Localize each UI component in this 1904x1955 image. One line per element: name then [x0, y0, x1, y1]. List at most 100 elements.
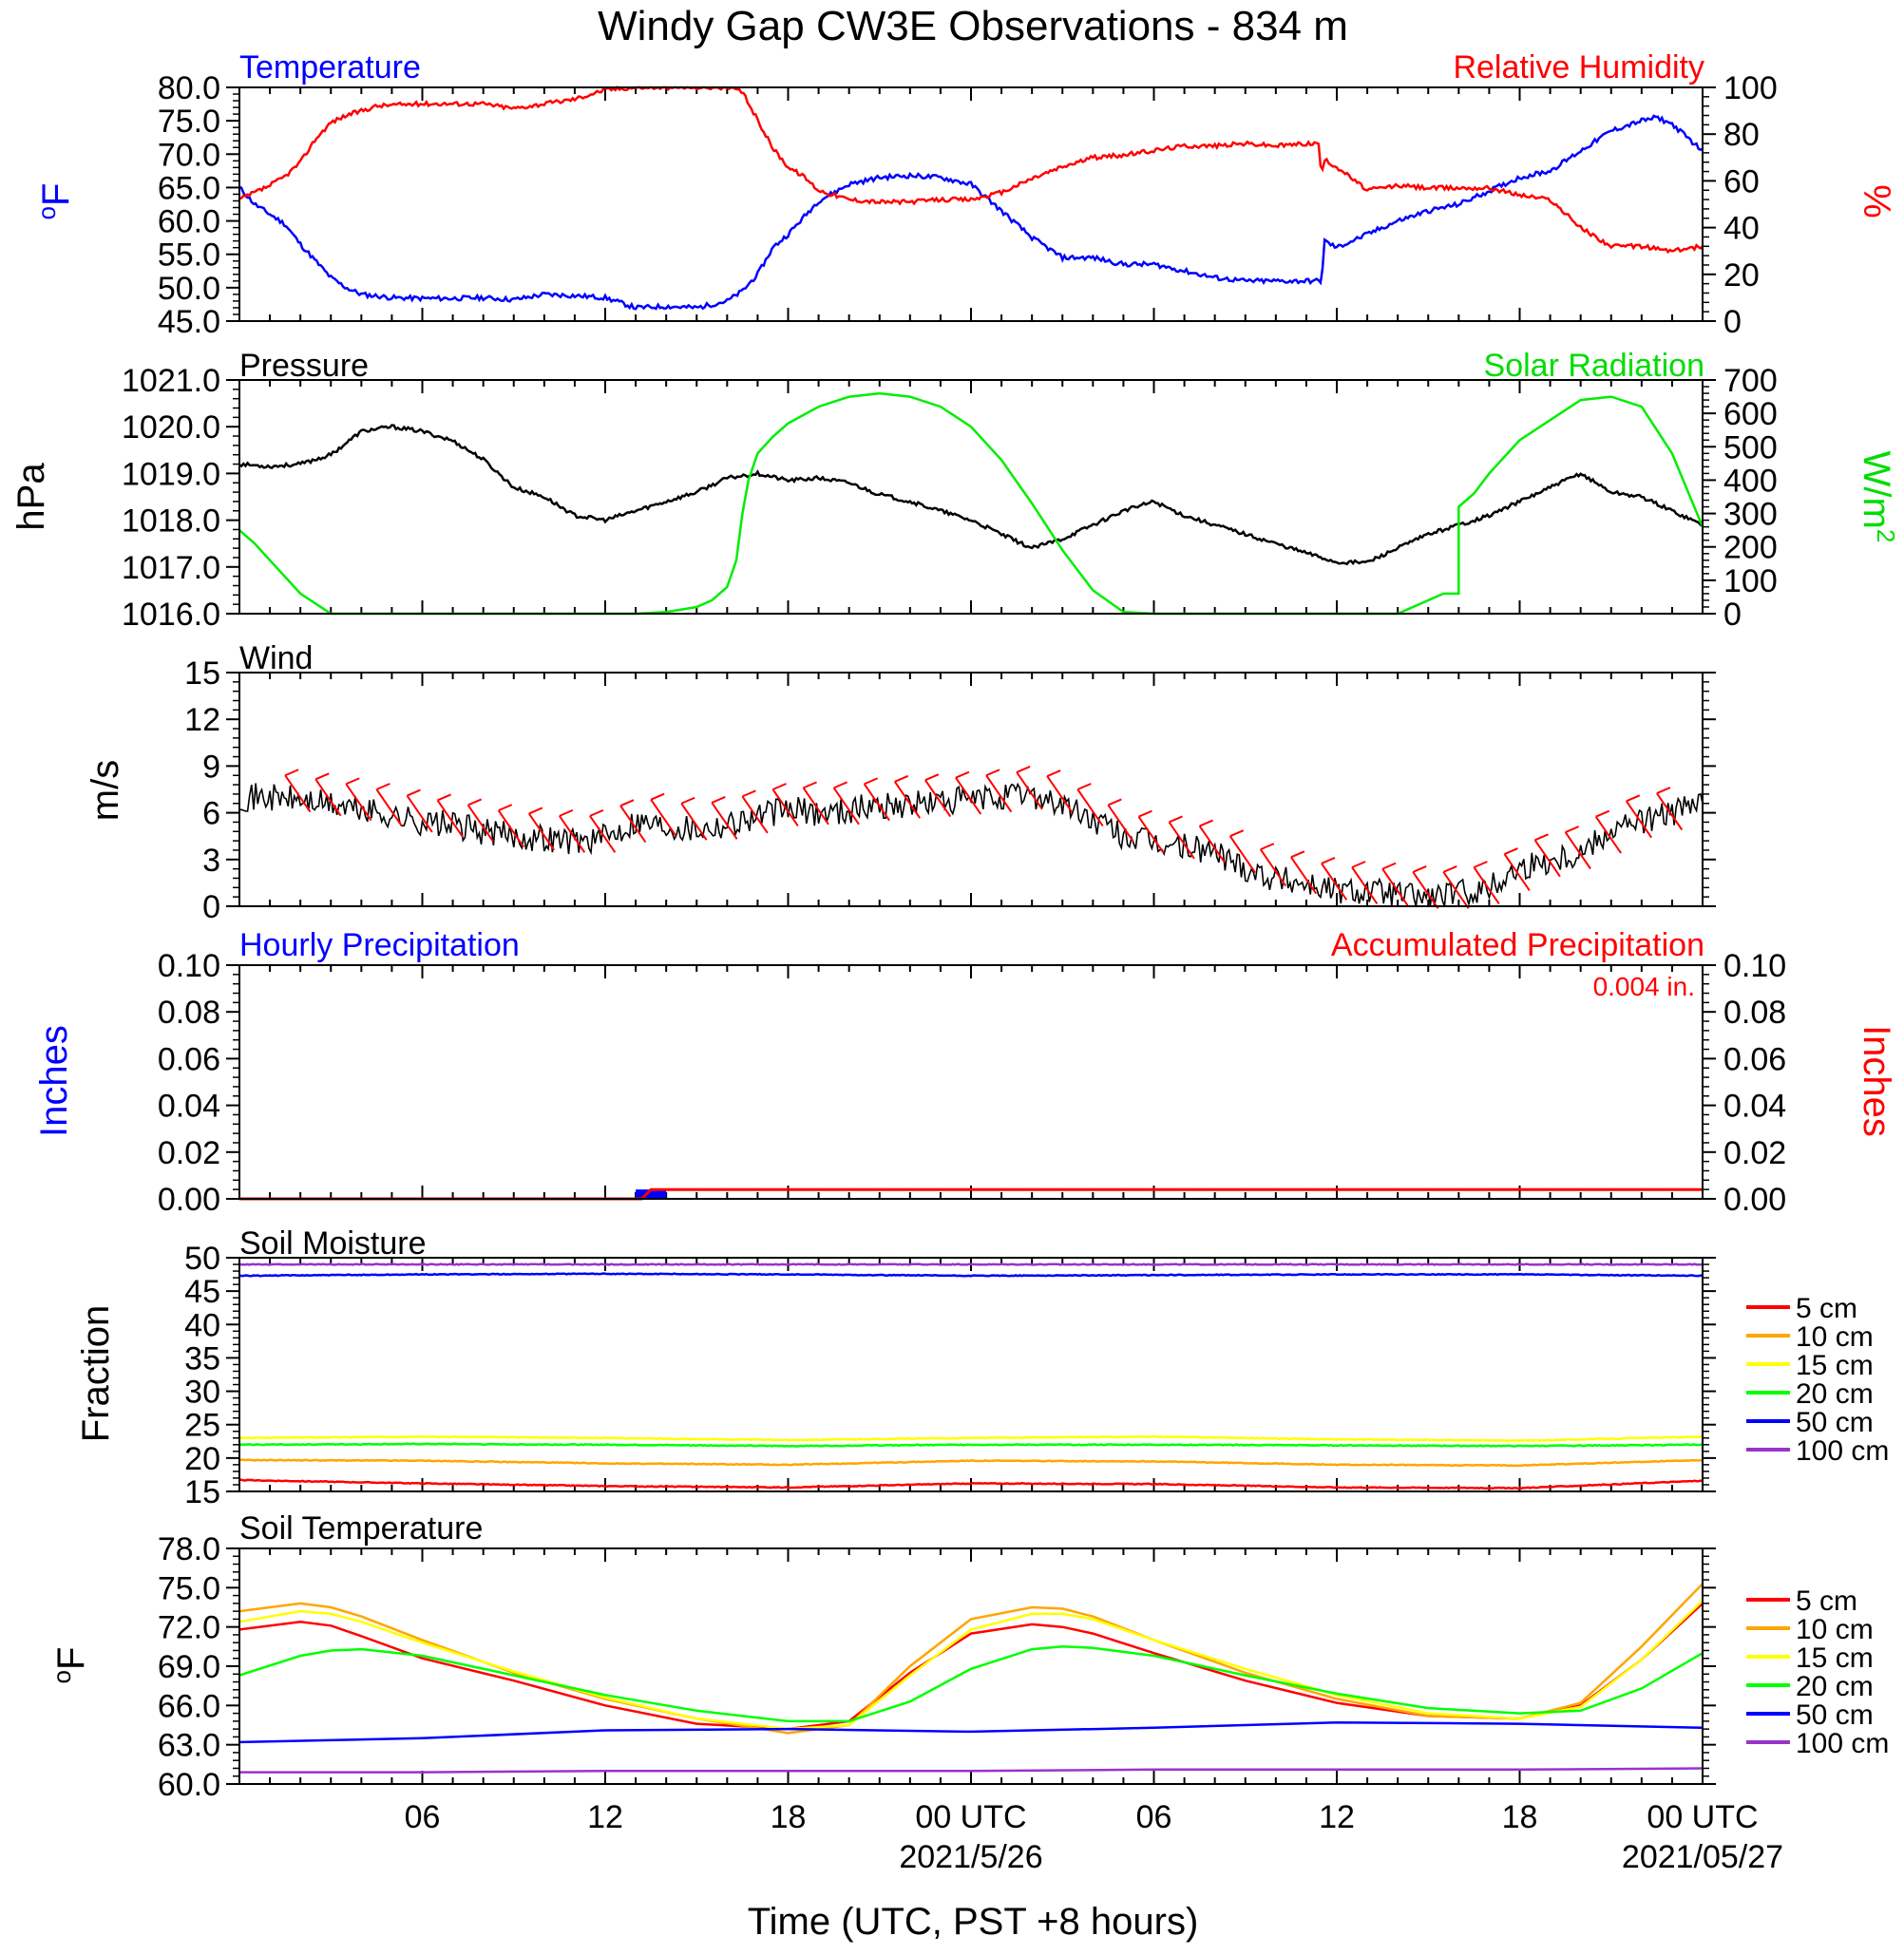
- panel-soil-temperature-frame: [238, 1547, 1704, 1785]
- soil-series-line: [239, 1458, 1704, 1468]
- legend-label: 10 cm: [1796, 1321, 1874, 1353]
- panel-wind-xticks: [269, 672, 1716, 907]
- x-tick-label: 18: [1502, 1799, 1538, 1835]
- legend-label: 5 cm: [1796, 1293, 1857, 1324]
- wind-barb-flag: [803, 781, 817, 789]
- wind-barb: [1412, 871, 1439, 909]
- soil-series-line: [238, 1262, 1704, 1266]
- wind-barb-flag: [1442, 865, 1457, 873]
- y2-tick-label: 0: [1723, 304, 1742, 340]
- hourly-precip-bar: [636, 1189, 667, 1199]
- solar-radiation-line: [238, 391, 1704, 616]
- soil-temperature-yticks: 60.063.0 66.069.072.0 75.078.0: [158, 1531, 239, 1803]
- panel-soil-moisture-frame: [238, 1257, 1704, 1492]
- wind-barb: [284, 774, 312, 813]
- wind-barb: [1076, 788, 1104, 826]
- chart-title: Windy Gap CW3E Observations - 834 m: [598, 3, 1348, 49]
- wind-barb: [711, 802, 738, 840]
- pressure-yticks: 1016.0 1017.0 1018.0 1019.0 1020.0 1021.0: [122, 363, 239, 633]
- wind-barb-flag: [650, 792, 665, 801]
- soil-series-line: [238, 1600, 1704, 1731]
- y2-tick-label: 0: [1723, 597, 1742, 633]
- wind-barb: [466, 804, 494, 843]
- legend-label: 15 cm: [1796, 1642, 1874, 1674]
- y-tick-label: 15: [184, 655, 220, 692]
- wind-barb: [1016, 771, 1043, 809]
- y2-tick-label: 0.06: [1723, 1041, 1786, 1077]
- panel-temperature-left-title: Temperature: [239, 49, 421, 85]
- legend-label: 5 cm: [1796, 1585, 1857, 1617]
- legend-label: 20 cm: [1796, 1671, 1874, 1702]
- wind-barb-flag: [407, 788, 421, 797]
- wind-barb-flag: [955, 770, 970, 779]
- wind-barb: [1594, 816, 1622, 854]
- wind-plot: [238, 766, 1704, 909]
- wind-barb-flag: [864, 777, 879, 786]
- wind-barb: [863, 783, 890, 822]
- wind-barb-flag: [1107, 798, 1122, 807]
- wind-barb-flag: [1290, 850, 1305, 859]
- legend-label: 50 cm: [1796, 1699, 1874, 1731]
- panel-precip-right-unit: Inches: [1856, 1025, 1897, 1137]
- pressure-line: [238, 424, 1704, 566]
- y2-tick-label: 0.10: [1723, 948, 1786, 984]
- y-tick-label: 12: [184, 702, 220, 738]
- panel-temperature-humidity: Temperature Relative Humidity oF % 45.05…: [32, 49, 1897, 340]
- pressure-solar-plot: [238, 391, 1704, 616]
- y2-tick-label: 80: [1723, 117, 1760, 153]
- y2-tick-label: 500: [1723, 429, 1778, 465]
- wind-barb: [741, 795, 769, 834]
- panel-soil-moisture-title: Soil Moisture: [239, 1225, 427, 1262]
- panel-wind-left-unit: m/s: [85, 760, 126, 821]
- wind-barb-flag: [1656, 787, 1671, 795]
- y-tick-label: 30: [184, 1375, 220, 1411]
- y-tick-label: 0: [202, 889, 220, 925]
- panel-soil-moisture-unit: Fraction: [75, 1305, 117, 1443]
- y-tick-label: 1016.0: [122, 597, 220, 633]
- wind-barb-flag: [1412, 865, 1427, 873]
- soil-series-line: [238, 1478, 1704, 1490]
- y2-tick-label: 40: [1723, 211, 1760, 247]
- y2-tick-label: 0.00: [1723, 1182, 1786, 1218]
- y-tick-label: 1021.0: [122, 363, 220, 399]
- y2-tick-label: 0.08: [1723, 995, 1786, 1031]
- x-tick-label: 06: [405, 1799, 441, 1835]
- panel-temperature-frame: [238, 86, 1704, 322]
- panel-pressure-xticks: [269, 380, 1673, 614]
- wind-barb-flag: [985, 769, 1000, 777]
- y2-tick-label: 100: [1723, 563, 1778, 599]
- wind-barb: [406, 794, 433, 833]
- y-tick-label: 3: [202, 843, 220, 879]
- soil-series-line: [238, 1645, 1704, 1723]
- y2-tick-label: 200: [1723, 530, 1778, 566]
- y-tick-label: 15: [184, 1474, 220, 1510]
- wind-barb: [650, 799, 677, 837]
- x-tick-label: 12: [587, 1799, 623, 1835]
- panel-pressure-right-title: Solar Radiation: [1484, 348, 1704, 384]
- wind-barb: [1442, 871, 1470, 909]
- y-tick-label: 35: [184, 1340, 220, 1376]
- wind-barb: [832, 787, 860, 826]
- legend-label: 100 cm: [1796, 1728, 1889, 1759]
- panel-pressure-frame: [238, 379, 1704, 615]
- wind-barb: [1046, 775, 1074, 814]
- y2-tick-label: 700: [1723, 363, 1778, 399]
- wind-barb-flag: [1473, 861, 1488, 868]
- panel-wind: Wind m/s 0 3 6 9 12 15: [85, 640, 1716, 925]
- wind-barb-flag: [1504, 847, 1518, 855]
- soil-series-line: [238, 1583, 1704, 1735]
- wind-barb: [924, 779, 952, 818]
- x-tick-label: 12: [1319, 1799, 1355, 1835]
- legend-label: 15 cm: [1796, 1350, 1874, 1381]
- y-tick-label: 75.0: [158, 1570, 220, 1606]
- panel-wind-left-title: Wind: [239, 640, 313, 676]
- wind-barb-flag: [375, 783, 390, 790]
- y-tick-label: 0.04: [158, 1089, 220, 1125]
- y-tick-label: 50: [184, 1241, 220, 1277]
- wind-barb: [1168, 821, 1195, 860]
- wind-barb: [1503, 853, 1531, 892]
- y-tick-label: 0.00: [158, 1182, 220, 1218]
- wind-barb-flag: [498, 804, 513, 812]
